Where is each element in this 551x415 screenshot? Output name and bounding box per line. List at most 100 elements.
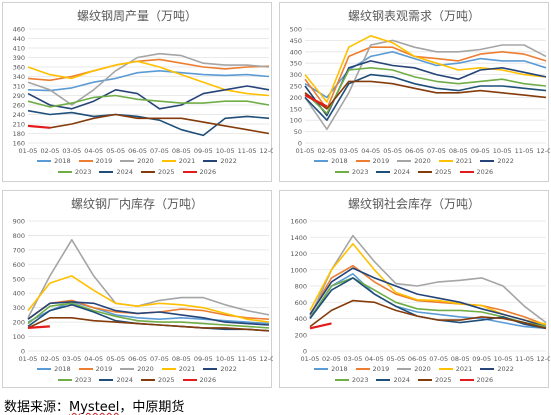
legend-item-2022: 2022 — [203, 365, 237, 373]
legend-label: 2025 — [158, 167, 175, 176]
legend-label: 2025 — [158, 375, 175, 384]
legend-label: 2024 — [116, 375, 133, 384]
legend-swatch — [57, 170, 72, 173]
legend-item-2019: 2019 — [78, 365, 112, 373]
source-prefix: 数据来源： — [4, 400, 70, 415]
chart-legend: 2018 2019 2020 2021 2022 2023 2024 2025 2026 — [3, 155, 271, 177]
series-line-2020 — [27, 52, 270, 106]
series-line-2018 — [27, 70, 270, 92]
y-tick-label: 360 — [13, 64, 25, 72]
y-tick-label: 460 — [13, 26, 25, 34]
x-tick-label: 12-05 — [537, 355, 550, 363]
x-tick-label: 01-05 — [19, 147, 38, 155]
legend-row: 2023 2024 2025 2026 — [3, 374, 271, 385]
legend-label: 2026 — [476, 167, 494, 176]
x-tick-label: 01-05 — [296, 147, 315, 155]
x-tick-label: 06-05 — [405, 147, 424, 155]
legend-label: 2020 — [414, 156, 431, 165]
x-tick-label: 09-05 — [472, 355, 491, 363]
x-tick-label: 05-05 — [383, 147, 402, 155]
y-tick-label: 1600 — [290, 218, 307, 226]
y-tick-label: 600 — [13, 261, 25, 269]
x-tick-label: 02-05 — [40, 147, 59, 155]
legend-swatch — [37, 367, 52, 370]
legend-label: 2023 — [351, 167, 369, 176]
legend-label: 2025 — [435, 375, 452, 384]
legend-swatch — [78, 367, 93, 370]
legend-item-2025: 2025 — [141, 168, 175, 176]
legend-swatch — [78, 159, 93, 162]
legend-label: 2024 — [393, 375, 410, 384]
legend-swatch — [37, 159, 52, 162]
legend-swatch — [355, 367, 370, 370]
series-line-2025 — [27, 317, 270, 332]
legend-label: 2024 — [116, 167, 133, 176]
x-tick-label: 05-05 — [106, 355, 125, 363]
chart-legend: 2018 2019 2020 2021 2022 2023 2024 2025 2026 — [280, 155, 548, 177]
x-tick-label: 05-05 — [106, 147, 125, 155]
legend-label: 2022 — [497, 364, 514, 373]
y-tick-label: 50 — [294, 128, 302, 136]
legend-item-2022: 2022 — [480, 157, 514, 165]
legend-label: 2022 — [220, 156, 237, 165]
legend-swatch — [314, 159, 329, 162]
y-tick-label: 1000 — [290, 266, 307, 274]
legend-label: 2020 — [137, 364, 154, 373]
legend-swatch — [376, 170, 391, 173]
x-tick-label: 11-05 — [515, 147, 534, 155]
series-line-2023 — [304, 67, 547, 115]
y-tick-label: 300 — [290, 71, 302, 79]
legend-item-2025: 2025 — [141, 376, 175, 384]
y-tick-label: 290 — [13, 92, 25, 100]
x-tick-label: 04-05 — [84, 147, 103, 155]
series-line-2022 — [309, 267, 547, 328]
y-tick-label: 200 — [295, 331, 307, 339]
y-tick-label: 350 — [290, 60, 302, 68]
legend-label: 2026 — [199, 167, 217, 176]
legend-label: 2026 — [476, 375, 494, 384]
chart-panel-mill-inventory: 螺纹钢厂内库存（万吨） 0 100 200 300 400 500 600 700 800 900… — [2, 190, 273, 388]
legend-item-2019: 2019 — [355, 157, 389, 165]
series-line-2026 — [309, 322, 332, 330]
source-brand: Mysteel — [69, 400, 120, 415]
x-tick-label: 08-05 — [172, 147, 191, 155]
legend-label: 2018 — [54, 156, 71, 165]
legend-label: 2020 — [414, 364, 431, 373]
y-tick-label: 0 — [303, 348, 307, 356]
legend-item-2020: 2020 — [397, 365, 431, 373]
series-line-2021 — [304, 34, 547, 103]
legend-row: 2023 2024 2025 2026 — [3, 166, 271, 177]
y-tick-label: 1200 — [290, 250, 307, 258]
legend-row: 2018 2019 2020 2021 2022 — [280, 363, 548, 374]
x-tick-label: 06-05 — [128, 355, 147, 363]
x-tick-label: 07-05 — [150, 355, 169, 363]
y-tick-label: 500 — [290, 26, 302, 34]
y-tick-label: 160 — [13, 140, 25, 148]
y-tick-label: 450 — [290, 37, 302, 45]
legend-swatch — [203, 367, 218, 370]
legend-item-2023: 2023 — [57, 375, 92, 384]
x-tick-label: 06-05 — [128, 147, 147, 155]
y-tick-label: 440 — [13, 35, 25, 43]
legend-item-2024: 2024 — [99, 168, 133, 176]
chart-legend: 2018 2019 2020 2021 2022 2023 2024 2025 2026 — [280, 363, 548, 385]
x-tick-label: 04-05 — [361, 147, 380, 155]
x-tick-label: 11-05 — [238, 147, 257, 155]
legend-row: 2023 2024 2025 2026 — [280, 374, 548, 385]
legend-item-2020: 2020 — [397, 157, 431, 165]
legend-label: 2018 — [54, 364, 71, 373]
x-tick-label: 03-05 — [343, 355, 362, 363]
y-tick-label: 260 — [13, 102, 25, 110]
series-line-2019 — [304, 46, 547, 110]
y-tick-label: 340 — [13, 73, 25, 81]
legend-swatch — [376, 378, 391, 381]
legend-swatch — [314, 367, 329, 370]
legend-label: 2023 — [74, 375, 92, 384]
legend-swatch — [355, 159, 370, 162]
series-line-2021 — [27, 60, 270, 97]
legend-label: 2021 — [178, 156, 196, 165]
y-tick-label: 200 — [290, 94, 302, 102]
legend-swatch — [418, 170, 432, 173]
series-line-2023 — [27, 94, 270, 108]
y-tick-label: 310 — [13, 83, 25, 91]
